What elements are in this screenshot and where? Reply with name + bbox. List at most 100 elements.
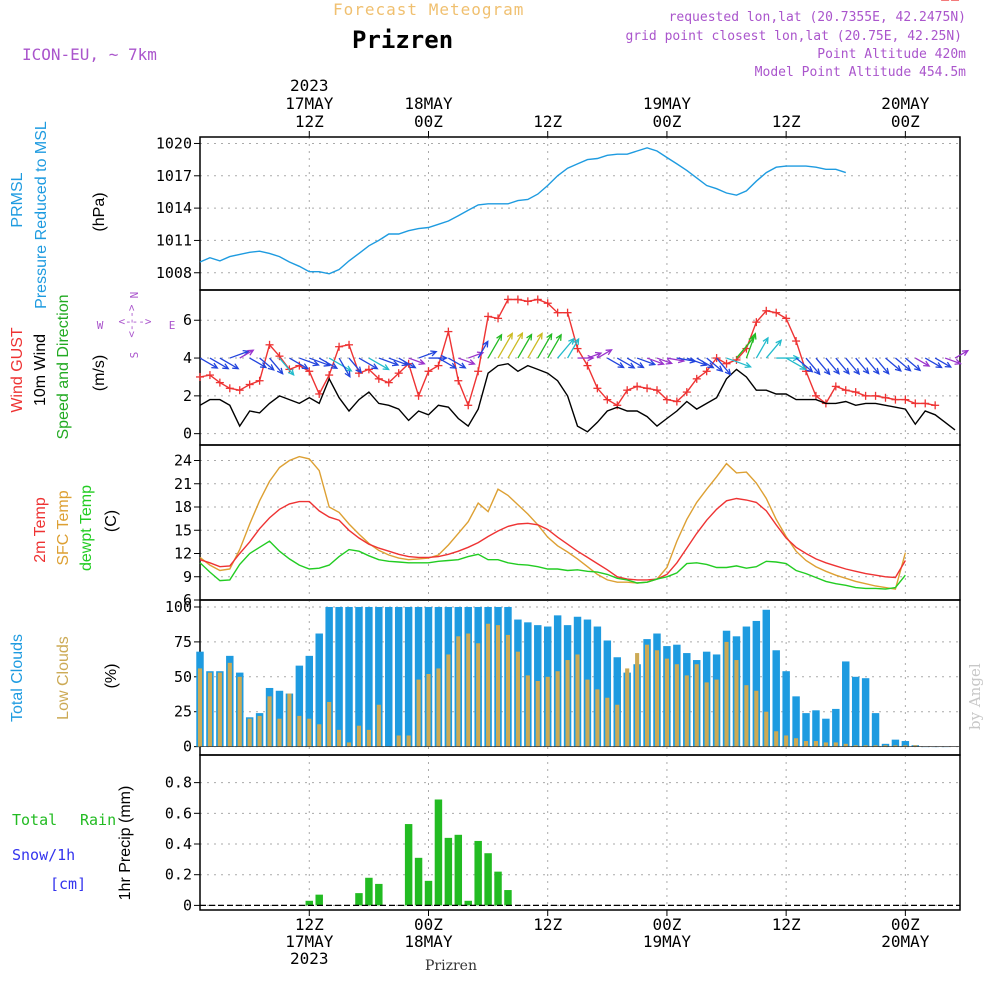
wind-gust-marker [911, 399, 920, 408]
low-cloud-bar [863, 745, 868, 747]
ytick-label: 4 [183, 349, 192, 367]
compass-ns-arrow: <---> [125, 304, 138, 337]
precip-bar [305, 900, 314, 906]
wind-gust-marker [424, 367, 433, 376]
low-cloud-bar [396, 735, 401, 747]
wind-gust-marker [901, 395, 910, 404]
low-cloud-bar [664, 658, 669, 747]
precip-bar [414, 857, 423, 906]
wind-direction-arrow [348, 357, 363, 374]
wind-direction-arrow [706, 357, 724, 373]
low-cloud-bar [466, 633, 471, 747]
total-cloud-bar [812, 710, 820, 747]
wind-direction-arrow [527, 332, 543, 359]
compass-s-label: S [128, 352, 141, 359]
pressure-unit-label: (hPa) [91, 192, 108, 231]
low-cloud-bar [774, 731, 779, 747]
wind-direction-arrow [795, 357, 814, 373]
total-cloud-bar [802, 713, 810, 747]
total-cloud-bar [385, 606, 393, 747]
time-label-top: 12Z [772, 112, 801, 131]
wind-direction-arrow [726, 357, 752, 369]
low-cloud-bar [754, 690, 759, 747]
header-info-gridpoint: grid point closest lon,lat (20.75E, 42.2… [625, 29, 962, 44]
low-cloud-bar [694, 664, 699, 747]
panel-frame [199, 754, 961, 911]
total-cloud-bar [792, 696, 800, 747]
ytick-label: 21 [174, 475, 192, 493]
low-cloud-bar [307, 718, 312, 747]
total-cloud-bar [842, 661, 850, 747]
time-label-top: 12Z [295, 112, 324, 131]
ytick-label: 75 [174, 633, 192, 651]
time-label-bottom: 00Z [414, 915, 443, 934]
low-cloud-bar [654, 650, 660, 747]
wind-gust-marker [255, 376, 264, 385]
compass-rose: <---> W E <---> N S [97, 292, 176, 359]
wind-direction-arrow [448, 357, 467, 369]
wind-direction-arrow [745, 332, 757, 359]
low-cloud-bar [376, 704, 381, 747]
header-info-requested: requested lon,lat (20.7355E, 42.2475N) [668, 10, 966, 25]
dewpt-line [199, 540, 906, 590]
low-cloud-bar [287, 693, 292, 747]
time-label-top: 20MAY [881, 94, 930, 113]
wind-direction-arrow [626, 357, 645, 369]
precip-bar [474, 840, 482, 906]
wind-gust-marker [553, 308, 562, 317]
sfc-temp-label: SFC Temp [55, 490, 72, 565]
ytick-label: 1017 [156, 167, 192, 185]
wind-gust-marker [464, 401, 473, 410]
ytick-label: 0 [183, 896, 192, 914]
wind-gust-marker [643, 384, 652, 393]
low-cloud-bar [595, 689, 600, 747]
precip-bar [484, 853, 492, 906]
wind-direction-arrow [815, 357, 831, 376]
low-cloud-bar [724, 641, 729, 747]
ytick-label: 0 [183, 425, 192, 443]
time-label-bottom: 00Z [652, 915, 681, 934]
ytick-label: 6 [183, 311, 192, 329]
wind-gust-marker [652, 386, 661, 395]
wind-gust-marker [454, 376, 463, 385]
wind-direction-arrow [616, 357, 636, 369]
wind-gust-marker [563, 308, 572, 317]
low-cloud-bar [555, 671, 560, 747]
low-cloud-bar [615, 704, 620, 747]
ytick-label: 18 [174, 498, 192, 516]
wind-gust-marker [672, 397, 681, 406]
wind-speed-direction-label: Speed and Direction [55, 295, 72, 440]
low-cloud-bar [645, 644, 650, 747]
total-cloud-bar [394, 606, 403, 747]
total-cloud-bar [295, 665, 304, 747]
wind-direction-arrow [557, 337, 575, 359]
precip-bar [444, 837, 453, 906]
wind-direction-arrow [785, 357, 807, 370]
ytick-label: 15 [174, 521, 192, 539]
wind-direction-arrow [636, 357, 657, 366]
total-cloud-bar [772, 650, 780, 747]
wind-direction-arrow [934, 357, 953, 368]
wind-direction-arrow [904, 357, 922, 372]
low-cloud-bar [585, 679, 590, 747]
wind-direction-arrow [368, 357, 390, 371]
total-cloud-bar [603, 640, 612, 747]
ytick-label: 0.2 [165, 866, 192, 884]
low-cloud-bar [346, 742, 352, 747]
ytick-label: 6 [183, 591, 192, 609]
total-cloud-bar [782, 671, 790, 747]
low-cloud-bar [456, 636, 461, 747]
low-cloud-bar [784, 735, 789, 747]
precip-bar [355, 893, 363, 906]
wind-gust-marker [196, 372, 204, 381]
wind-gust-marker [513, 295, 522, 304]
wind-direction-arrow [269, 357, 284, 375]
wind-gust-marker [583, 361, 592, 370]
low-cloud-bar [515, 651, 520, 747]
wind-direction-arrow [328, 357, 353, 372]
total-cloud-bar [305, 655, 314, 747]
wind-direction-arrow [716, 357, 732, 376]
time-label-top: 2023 [290, 76, 329, 95]
wind-gust-marker [335, 342, 344, 351]
low-cloud-bar [704, 682, 709, 747]
